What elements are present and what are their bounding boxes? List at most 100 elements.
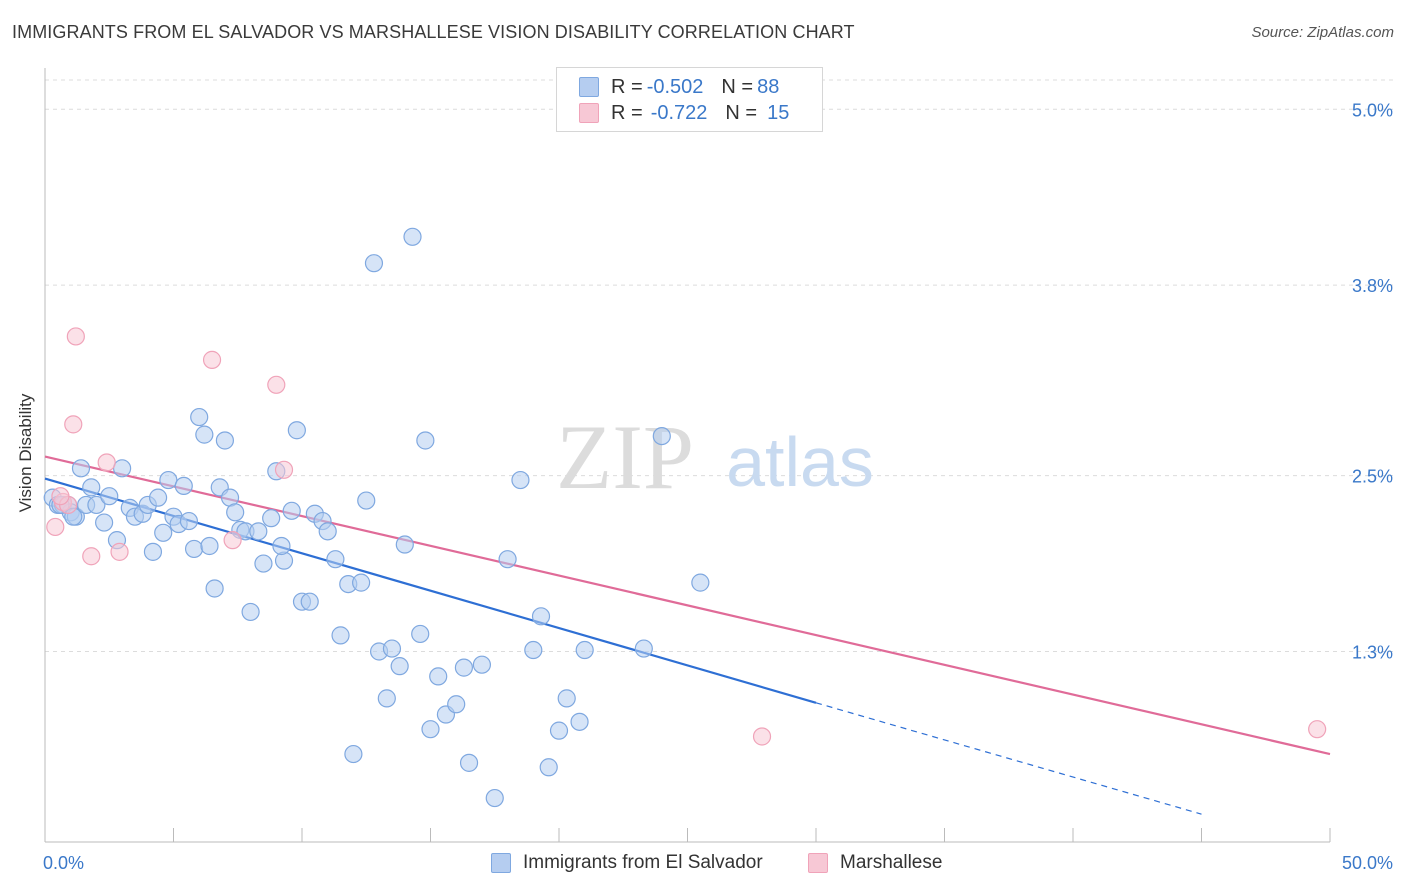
data-point-marshallese	[267, 375, 286, 394]
legend-r-label: R =	[611, 101, 643, 124]
data-point-el-salvador	[318, 522, 337, 541]
trend-extension-el-salvador	[815, 702, 1202, 815]
data-point-el-salvador	[249, 522, 268, 541]
data-point-el-salvador	[262, 509, 281, 528]
legend-item-el-salvador: Immigrants from El Salvador	[491, 852, 763, 874]
data-point-el-salvador	[416, 431, 435, 450]
grid-lines	[45, 79, 1395, 652]
data-point-el-salvador	[570, 712, 589, 731]
legend-label-marshallese: Marshallese	[840, 852, 943, 873]
data-point-el-salvador	[226, 503, 245, 522]
legend-label-el-salvador: Immigrants from El Salvador	[523, 852, 763, 873]
data-point-el-salvador	[148, 488, 168, 507]
data-point-el-salvador	[184, 539, 204, 559]
data-point-el-salvador	[472, 655, 491, 674]
y-tick-label: 3.8%	[1352, 276, 1393, 296]
data-point-el-salvador	[485, 788, 504, 808]
data-point-el-salvador	[179, 511, 199, 531]
legend-r-label: R =	[611, 75, 643, 98]
data-point-el-salvador	[282, 501, 301, 520]
legend-swatch-pink	[579, 103, 599, 123]
data-point-el-salvador	[382, 639, 402, 658]
y-tick-label: 2.5%	[1352, 467, 1393, 487]
data-point-el-salvador	[691, 573, 710, 592]
data-point-el-salvador	[174, 476, 193, 496]
data-point-marshallese	[64, 415, 83, 434]
data-point-marshallese	[97, 453, 116, 472]
data-point-el-salvador	[241, 602, 260, 622]
data-point-el-salvador	[154, 523, 173, 542]
legend-row-marshallese: R = -0.722 N = 15	[579, 100, 789, 126]
data-point-el-salvador	[254, 554, 273, 573]
legend-item-marshallese: Marshallese	[808, 852, 942, 874]
data-point-el-salvador	[100, 487, 119, 506]
data-point-el-salvador	[344, 744, 363, 764]
watermark-atlas: atlas	[726, 423, 874, 501]
data-point-el-salvador	[159, 470, 178, 490]
data-point-el-salvador	[200, 536, 219, 556]
x-tick-label: 0.0%	[43, 853, 84, 873]
data-point-marshallese	[274, 460, 294, 479]
legend-r-value: -0.502	[646, 75, 704, 98]
data-point-el-salvador	[524, 640, 543, 660]
data-point-el-salvador	[531, 607, 551, 626]
data-point-el-salvador	[95, 513, 114, 532]
legend-swatch-pink	[808, 853, 828, 873]
data-point-el-salvador	[215, 431, 234, 450]
data-point-el-salvador	[71, 459, 91, 478]
data-point-el-salvador	[447, 695, 466, 714]
data-point-marshallese	[110, 542, 129, 561]
data-point-el-salvador	[395, 535, 414, 554]
data-point-el-salvador	[390, 657, 409, 676]
x-tick-label: 50.0%	[1342, 853, 1393, 873]
data-point-el-salvador	[429, 667, 448, 686]
data-point-el-salvador	[634, 639, 653, 658]
data-point-el-salvador	[272, 536, 291, 556]
data-point-el-salvador	[557, 689, 576, 708]
data-point-el-salvador	[143, 542, 163, 561]
tick-labels: 1.3% 2.5% 3.8% 5.0% 0.0% 50.0%	[43, 100, 1393, 873]
data-point-el-salvador	[454, 658, 474, 677]
data-point-el-salvador	[195, 425, 214, 444]
data-point-el-salvador	[205, 579, 224, 598]
watermark-zip: ZIP	[556, 406, 694, 508]
data-point-marshallese	[752, 727, 772, 746]
data-point-el-salvador	[300, 592, 319, 611]
data-point-el-salvador	[352, 573, 371, 592]
legend-n-label: N =	[725, 101, 758, 124]
source-label: Source: ZipAtlas.com	[1251, 24, 1394, 41]
trend-line-marshallese	[44, 455, 1331, 756]
series-legend: Immigrants from El Salvador Marshallese	[0, 852, 1406, 878]
data-point-marshallese	[223, 531, 242, 550]
data-point-el-salvador	[549, 721, 569, 740]
data-point-el-salvador	[112, 459, 132, 478]
watermark: ZIP atlas	[556, 406, 874, 508]
legend-swatch-blue	[579, 77, 599, 97]
data-point-el-salvador	[87, 495, 106, 515]
data-point-el-salvador	[287, 421, 306, 440]
data-point-marshallese	[202, 350, 222, 369]
data-points	[43, 227, 1327, 808]
chart-title: IMMIGRANTS FROM EL SALVADOR VS MARSHALLE…	[12, 22, 855, 42]
y-tick-label: 5.0%	[1352, 100, 1393, 120]
data-point-el-salvador	[511, 470, 530, 490]
data-point-el-salvador	[652, 426, 671, 446]
legend-row-el-salvador: R = -0.502 N = 88	[579, 74, 779, 100]
data-point-el-salvador	[421, 720, 440, 739]
data-point-el-salvador	[326, 550, 345, 569]
data-point-el-salvador	[190, 407, 209, 427]
data-point-el-salvador	[357, 491, 376, 510]
legend-n-value: 15	[767, 101, 790, 124]
y-axis-label: Vision Disability	[16, 393, 35, 513]
legend-swatch-blue	[491, 853, 511, 873]
data-point-el-salvador	[82, 478, 101, 497]
legend-n-label: N =	[721, 75, 754, 98]
data-point-el-salvador	[364, 254, 384, 273]
data-point-el-salvador	[539, 758, 558, 777]
data-point-el-salvador	[459, 753, 479, 772]
data-point-marshallese	[66, 327, 85, 346]
data-point-marshallese	[46, 517, 65, 537]
correlation-legend: R = -0.502 N = 88 R = -0.722 N = 15	[556, 67, 823, 132]
data-point-el-salvador	[331, 626, 350, 645]
